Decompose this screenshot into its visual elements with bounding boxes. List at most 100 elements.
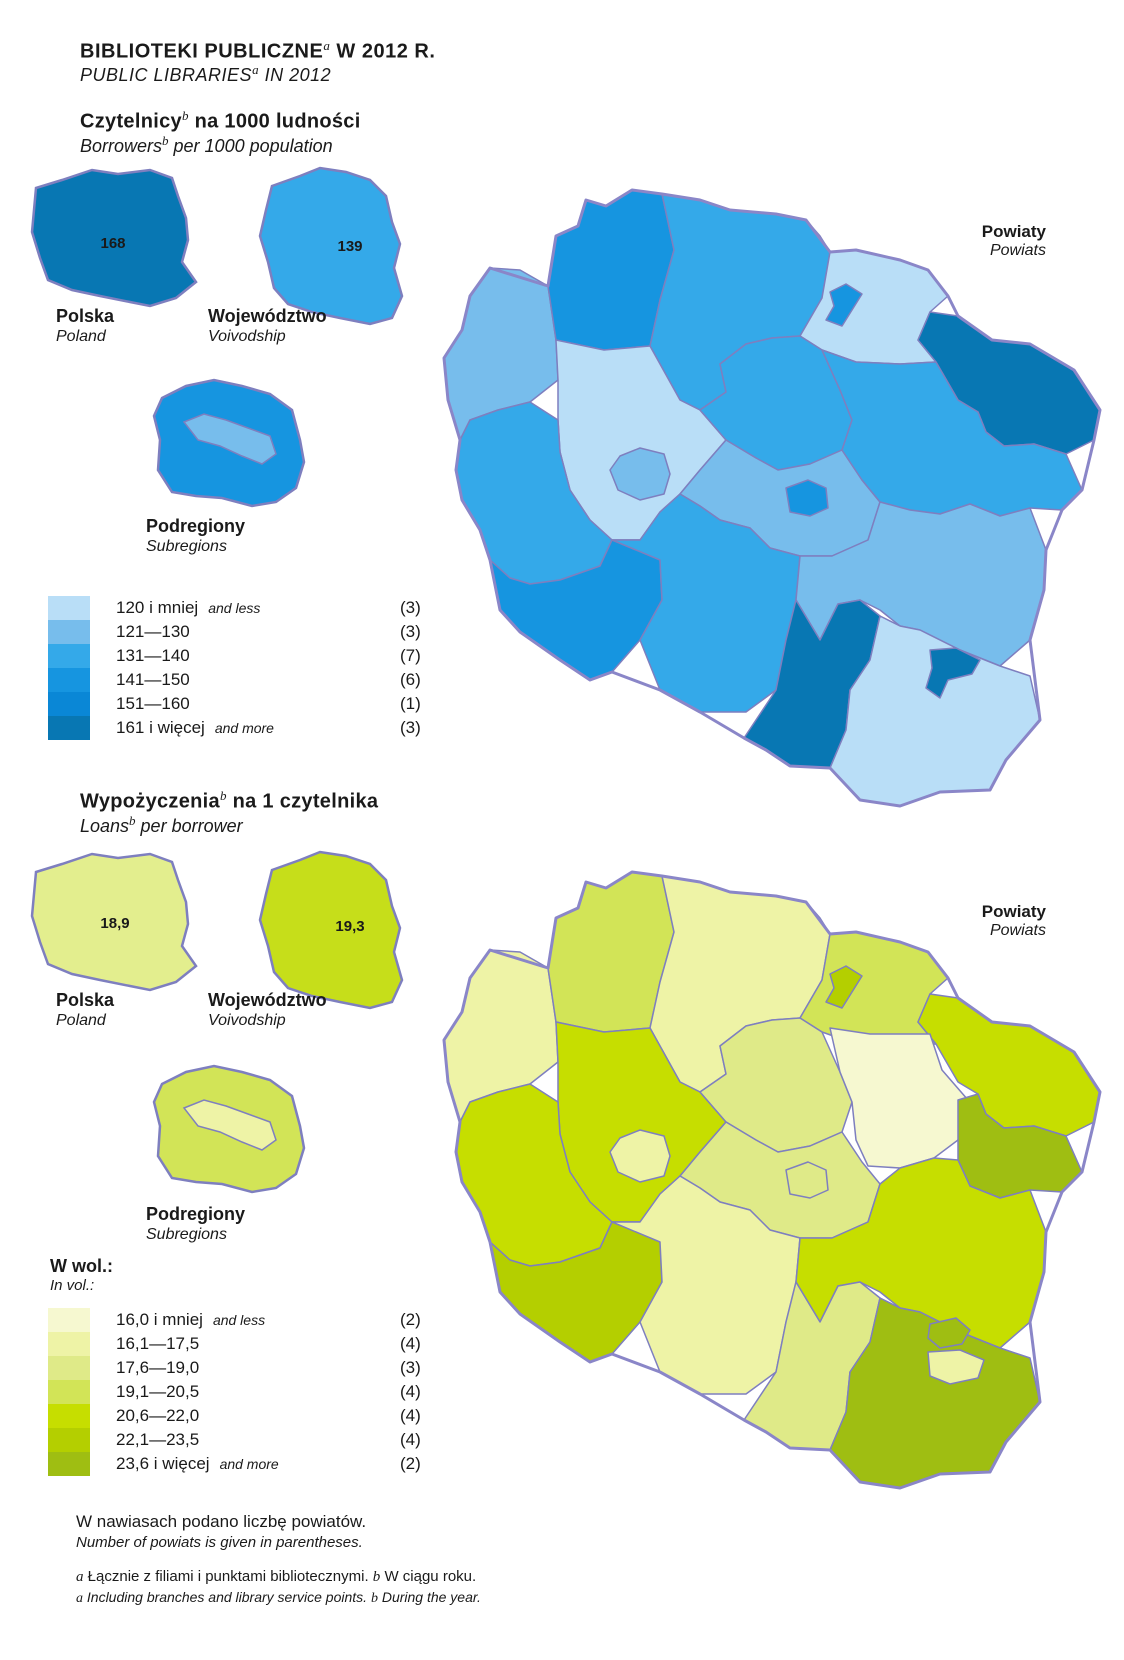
legend-range-en: and more [219,1456,279,1472]
subregions-map [152,378,306,508]
powiat-area [609,447,671,501]
legend-range: 19,1—20,5 [116,1382,199,1402]
unit-label: W wol.: [50,1256,113,1276]
label-voivodship: Województwo [208,990,327,1010]
legend-row: 16,0 i mniej and less (2) [48,1308,448,1332]
label-voivodship: Województwo [208,306,327,326]
legend-swatch [48,1308,90,1332]
page-title: BIBLIOTEKI PUBLICZNEa W 2012 R. [80,38,435,64]
legend-swatch [48,1428,90,1452]
subregions-map [152,1064,306,1194]
legend-swatch [48,1380,90,1404]
label-voivodship-en: Voivodship [208,1012,286,1029]
legend-range: 141—150 [116,670,190,690]
legend-range-text: 22,1—23,5 [116,1430,200,1449]
section1-title-en-tail: per 1000 population [168,136,333,156]
legend-swatch [48,716,90,740]
legend-swatch [48,692,90,716]
footnote-b-text: W ciągu roku. [384,1568,477,1585]
legend-swatch [48,1404,90,1428]
label-poland-en: Poland [56,1012,106,1029]
legend-row: 23,6 i więcej and more (2) [48,1452,448,1476]
title-en: PUBLIC LIBRARIES [80,65,253,85]
voivodship-shape [258,850,404,1010]
legend-count: (4) [400,1406,421,1425]
footnote-letter: a [76,1569,84,1585]
powiat-area [927,1317,971,1349]
legend-count: (6) [400,670,421,689]
section2-title-en-tail: per borrower [135,816,243,836]
section1-title-en: Borrowers [80,136,163,156]
legend-swatch [48,1356,90,1380]
voivodship-shape [258,166,404,326]
voivodship-value: 139 [337,238,362,255]
label-poland: Polska [56,990,115,1010]
borrowers-legend: 120 i mniej and less (3) 121—130 (3) 131—… [48,596,448,756]
legend-swatch [48,596,90,620]
legend-range: 16,1—17,5 [116,1334,199,1354]
powiat-area [927,1349,985,1385]
legend-row: 16,1—17,5 (4) [48,1332,448,1356]
page-subtitle: PUBLIC LIBRARIESa IN 2012 [80,62,331,86]
unit-label-en: In vol.: [50,1277,95,1294]
section2-title-pl-tail: na 1 czytelnika [226,790,379,813]
footnote-b-text-en: During the year. [381,1589,481,1605]
legend-count: (3) [400,598,421,617]
powiat-area [825,965,863,1009]
footnotes-pl: a Łącznie z filiami i punktami bibliotec… [76,1568,476,1586]
legend-count: (4) [400,1430,421,1449]
legend-range: 20,6—22,0 [116,1406,199,1426]
section2-title: Wypożyczeniab na 1 czytelnika [80,788,378,814]
legend-range: 17,6—19,0 [116,1358,199,1378]
legend-range-text: 141—150 [116,670,190,689]
legend-range: 151—160 [116,694,190,714]
footnote-a-text: Łącznie z filiami i punktami biblioteczn… [87,1568,369,1585]
legend-count: (1) [400,694,421,713]
label-powiaty: Powiaty [981,902,1046,921]
legend-range-text: 16,0 i mniej [116,1310,203,1329]
footer-note: W nawiasach podano liczbę powiatów. [76,1512,367,1531]
legend-range: 131—140 [116,646,190,666]
legend-row: 131—140 (7) [48,644,448,668]
footer-note-en: Number of powiats is given in parenthese… [76,1534,363,1551]
legend-count: (7) [400,646,421,665]
legend-range-text: 19,1—20,5 [116,1382,200,1401]
legend-count: (4) [400,1334,421,1353]
legend-range: 23,6 i więcej and more [116,1454,279,1474]
label-powiaty-en: Powiats [989,922,1046,939]
legend-range-text: 23,6 i więcej [116,1454,210,1473]
footnote-mark: a [252,62,260,77]
legend-range-en: and less [208,600,261,616]
voivodship-border [442,188,1102,808]
legend-range: 22,1—23,5 [116,1430,199,1450]
label-poland: Polska [56,306,115,326]
section2-title-pl: Wypożyczenia [80,790,220,813]
powiat-area [609,1129,671,1183]
legend-row: 161 i więcej and more (3) [48,716,448,740]
legend-count: (4) [400,1382,421,1401]
legend-row: 19,1—20,5 (4) [48,1380,448,1404]
legend-row: 20,6—22,0 (4) [48,1404,448,1428]
footnote-a-text-en: Including branches and library service p… [86,1589,368,1605]
footnote-mark: b [129,813,136,828]
powiat-area [785,479,829,517]
footnote-mark: a [323,38,331,53]
powiat-area [925,647,981,699]
legend-count: (2) [400,1454,421,1473]
legend-row: 120 i mniej and less (3) [48,596,448,620]
footnotes-en: a Including branches and library service… [76,1589,481,1607]
legend-swatch [48,620,90,644]
legend-range-text: 17,6—19,0 [116,1358,200,1377]
legend-range: 121—130 [116,622,190,642]
title-pl-tail: W 2012 R. [330,40,436,63]
legend-count: (2) [400,1310,421,1329]
section1-title: Czytelnicyb na 1000 ludności [80,108,361,134]
poland-value: 168 [100,235,125,252]
poland-shape [30,852,198,992]
voivodship-border [442,870,1102,1490]
poland-value: 18,9 [100,915,129,932]
section2-subtitle: Loansb per borrower [80,813,243,837]
